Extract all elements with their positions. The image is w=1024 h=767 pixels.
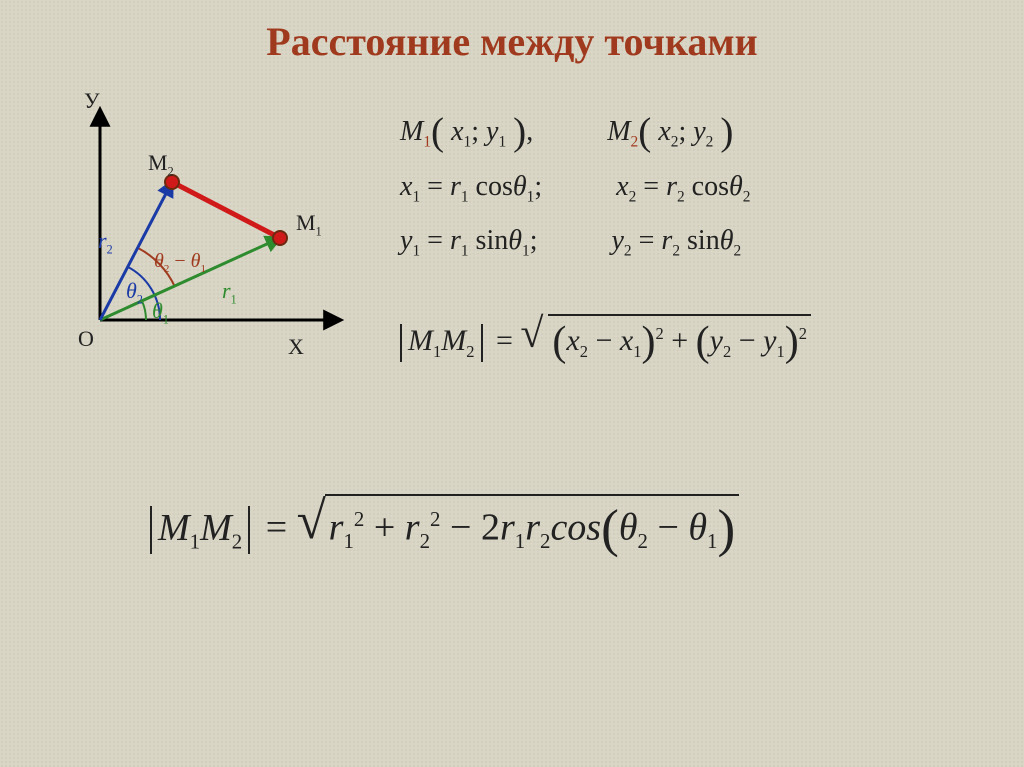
formula-y: y1 = r1 sinθ1; y2 = r2 sinθ2 xyxy=(400,219,960,274)
slide-title: Расстояние между точками xyxy=(0,18,1024,65)
point-m1 xyxy=(273,231,287,245)
label-theta2: θ2 xyxy=(126,278,143,307)
formula-points: M1( x1; y1 ), M2( x2; y2 ) xyxy=(400,110,960,165)
label-y-axis: У xyxy=(84,88,100,114)
formula-block-coords: M1( x1; y1 ), M2( x2; y2 ) x1 = r1 cosθ1… xyxy=(400,110,960,274)
label-r1: r1 xyxy=(222,278,237,307)
label-m2: M2 xyxy=(148,150,174,179)
label-origin: O xyxy=(78,326,94,352)
segment-m1m2 xyxy=(172,182,280,238)
label-theta1: θ1 xyxy=(152,298,169,327)
label-m1: M1 xyxy=(296,210,322,239)
label-r2: r2 xyxy=(98,228,113,257)
formula-distance-polar: M1M2 = √ r12 + r22 − 2r1r2cos(θ2 − θ1) xyxy=(150,490,930,559)
label-x-axis: X xyxy=(288,334,304,360)
formula-x: x1 = r1 cosθ1; x2 = r2 cosθ2 xyxy=(400,165,960,220)
formula-distance-cartesian: M1M2 = √ (x2 − x1)2 + (y2 − y1)2 xyxy=(400,310,960,366)
label-theta-diff: θ2 − θ1 xyxy=(154,250,206,275)
